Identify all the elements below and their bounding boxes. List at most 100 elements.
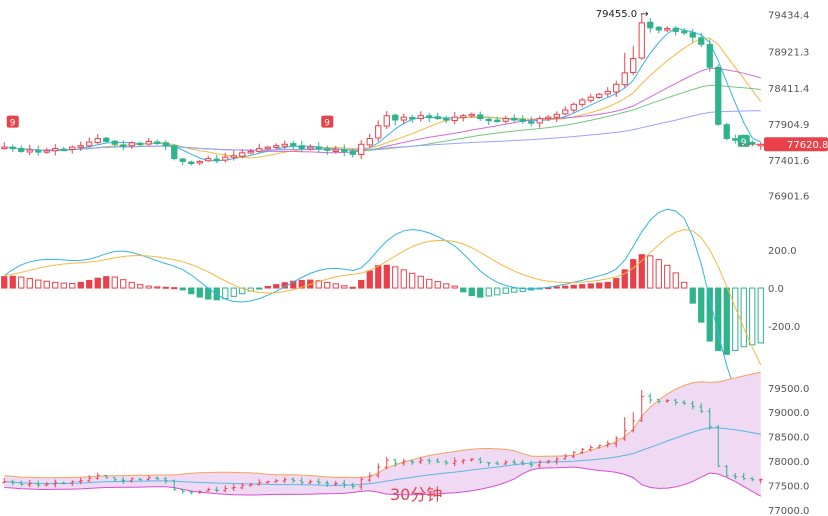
candle[interactable] [715, 64, 722, 126]
candle[interactable] [689, 29, 696, 43]
candle[interactable] [324, 145, 331, 155]
macd-axis-tick: 0.0 [768, 284, 784, 295]
candle[interactable] [400, 113, 407, 124]
candle[interactable] [392, 113, 399, 126]
candle[interactable] [94, 133, 101, 145]
candle[interactable] [417, 111, 424, 122]
candle[interactable] [545, 115, 552, 122]
candle[interactable] [247, 148, 254, 155]
y-axis-labels: 79434.4 78921.3 78411.4 77904.9 77401.6 76901… [740, 11, 828, 516]
candle[interactable] [60, 146, 67, 152]
candle[interactable] [749, 139, 756, 147]
candle[interactable] [664, 26, 671, 33]
candle[interactable] [468, 112, 475, 118]
candle[interactable] [196, 159, 203, 166]
candle[interactable] [18, 145, 25, 153]
candle[interactable] [213, 154, 220, 164]
candle[interactable] [222, 152, 229, 163]
candle[interactable] [485, 118, 492, 126]
candle[interactable] [426, 112, 433, 122]
candle[interactable] [562, 106, 569, 116]
candle[interactable] [120, 140, 127, 151]
candle[interactable] [239, 149, 246, 159]
candle[interactable] [681, 28, 688, 35]
candle[interactable] [332, 146, 339, 154]
candle[interactable] [341, 144, 348, 157]
candle[interactable] [69, 145, 76, 154]
candle[interactable] [1, 141, 8, 150]
candle[interactable] [536, 115, 543, 128]
candle[interactable] [638, 13, 645, 60]
candle[interactable] [77, 141, 84, 151]
candle[interactable] [145, 138, 152, 146]
candle[interactable] [587, 93, 594, 103]
candle[interactable] [502, 115, 509, 124]
candle[interactable] [579, 97, 586, 108]
candle[interactable] [621, 52, 628, 88]
candle[interactable] [570, 102, 577, 114]
candle[interactable] [409, 114, 416, 123]
candle-body [545, 116, 552, 120]
candle[interactable] [366, 133, 373, 149]
candle[interactable] [230, 150, 237, 161]
candle[interactable] [315, 142, 322, 153]
boll-ohlc-bar [478, 457, 483, 464]
candle[interactable] [434, 112, 441, 120]
candle[interactable] [205, 155, 212, 162]
candle[interactable] [383, 111, 390, 130]
candle[interactable] [35, 145, 42, 156]
candle[interactable] [477, 111, 484, 121]
candle-body [120, 144, 127, 147]
candle[interactable] [162, 140, 169, 151]
candle[interactable] [655, 26, 662, 34]
candle[interactable] [375, 120, 382, 142]
candle[interactable] [298, 140, 305, 152]
candle[interactable] [630, 45, 637, 76]
candle[interactable] [137, 141, 144, 147]
candle[interactable] [128, 141, 135, 149]
candle[interactable] [9, 144, 16, 153]
price-panel[interactable]: 79455.0 → 9 9 9 [1, 9, 764, 166]
macd-panel[interactable] [1, 208, 764, 437]
candle[interactable] [723, 122, 730, 141]
candle[interactable] [264, 145, 271, 151]
candle[interactable] [451, 111, 458, 125]
candle[interactable] [698, 32, 705, 47]
candle[interactable] [511, 114, 518, 123]
candle[interactable] [757, 142, 764, 150]
candle[interactable] [460, 113, 467, 122]
candle[interactable] [256, 143, 263, 153]
candle[interactable] [672, 26, 679, 36]
macd-histogram-bar [349, 286, 356, 289]
candle[interactable] [188, 160, 195, 166]
candle[interactable] [273, 143, 280, 149]
candle[interactable] [307, 144, 314, 151]
candle[interactable] [358, 140, 365, 159]
candle[interactable] [26, 144, 33, 156]
candle-body [715, 66, 722, 125]
candle[interactable] [86, 137, 93, 148]
boll-panel[interactable] [2, 371, 763, 497]
candle[interactable] [349, 148, 356, 158]
candle[interactable] [706, 39, 713, 72]
candle[interactable] [647, 17, 654, 33]
candle[interactable] [494, 116, 501, 123]
candle[interactable] [52, 144, 59, 156]
candle[interactable] [179, 157, 186, 166]
candle[interactable] [171, 144, 178, 161]
candle[interactable] [290, 140, 297, 150]
candle[interactable] [519, 115, 526, 124]
candle[interactable] [732, 134, 739, 144]
candle[interactable] [604, 87, 611, 97]
candle[interactable] [553, 111, 560, 123]
candle[interactable] [613, 80, 620, 97]
candle[interactable] [103, 136, 110, 143]
candle[interactable] [154, 139, 161, 145]
candle[interactable] [43, 147, 50, 154]
candle[interactable] [111, 140, 118, 148]
candle[interactable] [596, 93, 603, 99]
candle[interactable] [443, 115, 450, 124]
candle[interactable] [528, 116, 535, 127]
candle[interactable] [281, 140, 288, 150]
